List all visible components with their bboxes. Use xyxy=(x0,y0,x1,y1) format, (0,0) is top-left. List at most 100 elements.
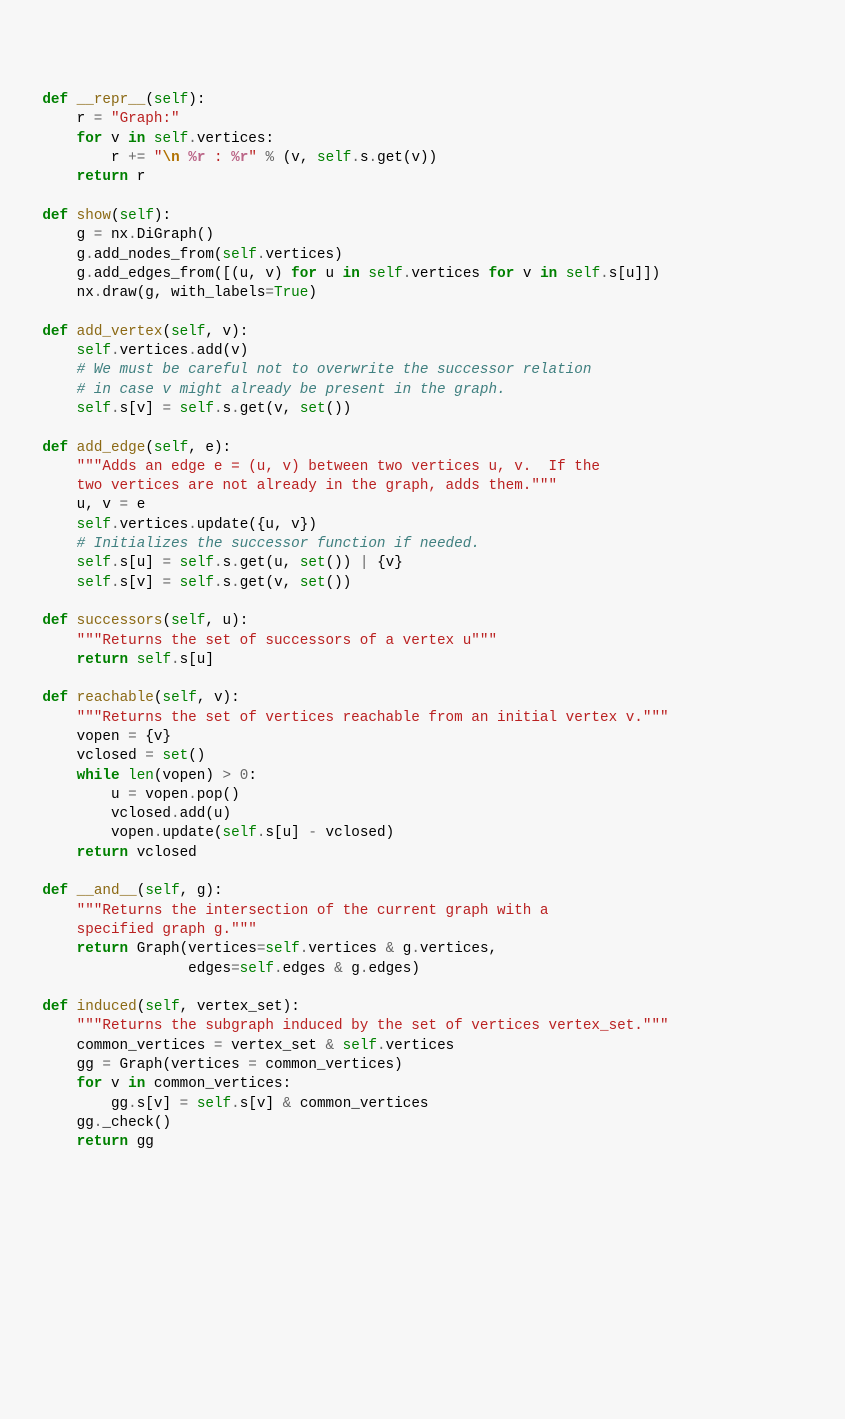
token-o: & xyxy=(386,941,395,957)
token-o: . xyxy=(274,961,283,977)
code-line: vclosed = set() xyxy=(8,747,837,766)
token-n: common_vertices xyxy=(8,1038,214,1054)
token-o: = xyxy=(145,748,154,764)
token-n xyxy=(8,1018,77,1034)
code-line: self.vertices.update({u, v}) xyxy=(8,516,837,535)
token-s: """Returns the set of successors of a ve… xyxy=(77,633,497,649)
token-n: s[u] xyxy=(180,652,214,668)
token-o: = xyxy=(265,285,274,301)
token-n: vclosed xyxy=(128,845,197,861)
token-nb: set xyxy=(300,555,326,571)
token-n: s[u] xyxy=(265,825,308,841)
token-nb: self xyxy=(343,1038,377,1054)
token-o: = xyxy=(102,1057,111,1073)
token-n: ( xyxy=(145,92,154,108)
token-o: = xyxy=(231,961,240,977)
code-line: def show(self): xyxy=(8,207,837,226)
code-line: return self.s[u] xyxy=(8,651,837,670)
code-line: return vclosed xyxy=(8,844,837,863)
token-n xyxy=(8,208,42,224)
token-n xyxy=(8,343,77,359)
code-line: self.s[v] = self.s.get(v, set()) xyxy=(8,574,837,593)
token-nb: self xyxy=(240,961,274,977)
code-line: """Returns the set of successors of a ve… xyxy=(8,632,837,651)
code-line: vclosed.add(u) xyxy=(8,805,837,824)
token-n: ( xyxy=(162,324,171,340)
token-o: . xyxy=(600,266,609,282)
token-s: : xyxy=(205,150,231,166)
token-si: %r xyxy=(188,150,205,166)
token-n: common_vertices xyxy=(291,1096,428,1112)
token-n xyxy=(8,710,77,726)
token-o: | xyxy=(360,555,369,571)
token-n xyxy=(8,517,77,533)
token-kw: def xyxy=(42,613,68,629)
token-n xyxy=(8,999,42,1015)
token-n: gg xyxy=(8,1057,102,1073)
token-o: % xyxy=(266,150,275,166)
token-kw: for xyxy=(291,266,317,282)
token-o: = xyxy=(180,1096,189,1112)
token-n: vertices xyxy=(386,1038,455,1054)
token-nb: self xyxy=(120,208,154,224)
token-nb: self xyxy=(180,555,214,571)
code-line: r += "\n %r : %r" % (v, self.s.get(v)) xyxy=(8,149,837,168)
token-nb: self xyxy=(171,324,205,340)
token-n xyxy=(231,768,240,784)
token-n xyxy=(145,131,154,147)
code-line: g.add_edges_from([(u, v) for u in self.v… xyxy=(8,265,837,284)
token-n: get(v)) xyxy=(377,150,437,166)
token-c: # Initializes the successor function if … xyxy=(77,536,480,552)
token-nb: set xyxy=(162,748,188,764)
token-nf: add_edge xyxy=(77,440,146,456)
code-line: def add_vertex(self, v): xyxy=(8,323,837,342)
token-n: add_edges_from([(u, v) xyxy=(94,266,291,282)
token-s: """Returns the intersection of the curre… xyxy=(77,903,549,919)
token-n: update( xyxy=(162,825,222,841)
token-nf: add_vertex xyxy=(77,324,163,340)
code-line xyxy=(8,979,837,998)
token-n xyxy=(557,266,566,282)
token-kw: def xyxy=(42,440,68,456)
token-kw: def xyxy=(42,999,68,1015)
token-o: . xyxy=(111,517,120,533)
token-n: vopen xyxy=(137,787,188,803)
token-n: s xyxy=(360,150,369,166)
token-n: gg xyxy=(8,1115,94,1131)
token-nb: self xyxy=(223,247,257,263)
token-n: {v} xyxy=(369,555,403,571)
token-o: . xyxy=(411,941,420,957)
token-nb: self xyxy=(137,652,171,668)
token-nf: successors xyxy=(77,613,163,629)
token-n xyxy=(188,1096,197,1112)
code-line: # We must be careful not to overwrite th… xyxy=(8,361,837,380)
token-o: > xyxy=(223,768,232,784)
token-o: . xyxy=(111,555,120,571)
token-kw: while xyxy=(77,768,120,784)
code-line: r = "Graph:" xyxy=(8,110,837,129)
token-s: specified graph g.""" xyxy=(77,922,257,938)
token-n xyxy=(8,478,77,494)
token-nf: __repr__ xyxy=(77,92,146,108)
token-n: vertices xyxy=(120,343,189,359)
token-s: " xyxy=(248,150,257,166)
code-line: def successors(self, u): xyxy=(8,612,837,631)
token-n xyxy=(8,883,42,899)
token-kw: def xyxy=(42,208,68,224)
token-n: vertex_set xyxy=(223,1038,326,1054)
token-n xyxy=(8,324,42,340)
token-o: = xyxy=(120,497,129,513)
token-n: _check() xyxy=(102,1115,171,1131)
token-n: vertices: xyxy=(197,131,274,147)
token-kw: for xyxy=(77,131,103,147)
code-line xyxy=(8,593,837,612)
token-n: r xyxy=(8,111,94,127)
token-n: s xyxy=(223,575,232,591)
token-n: s xyxy=(223,555,232,571)
token-o: = xyxy=(214,1038,223,1054)
token-nb: self xyxy=(77,517,111,533)
token-n xyxy=(68,999,77,1015)
token-n: s[u] xyxy=(120,555,163,571)
token-nb: set xyxy=(300,575,326,591)
token-o: . xyxy=(111,343,120,359)
